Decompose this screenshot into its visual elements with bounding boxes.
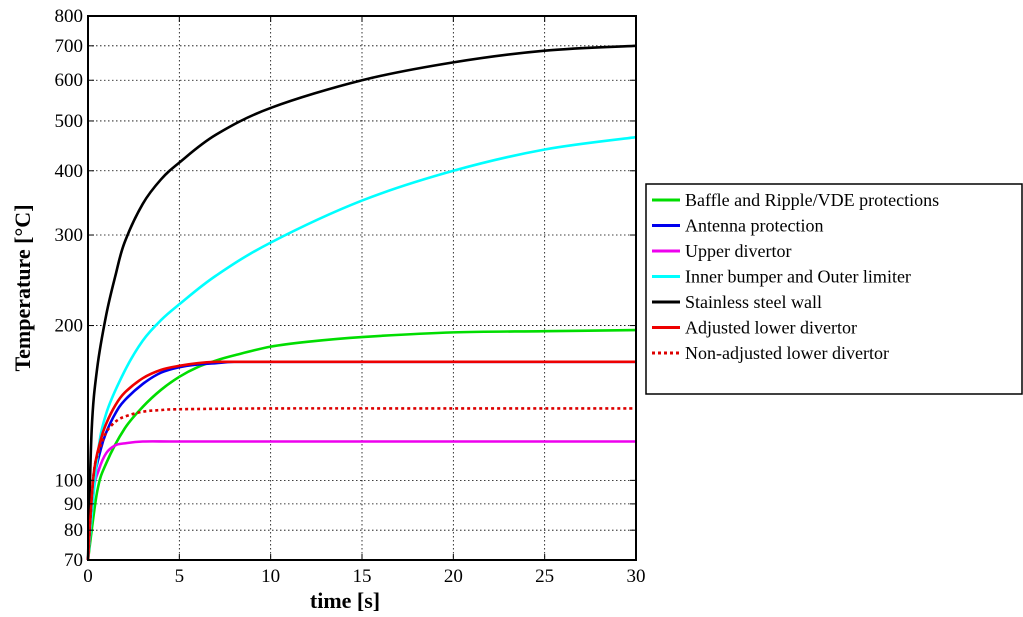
y-tick-label: 100 bbox=[55, 470, 84, 491]
x-tick-label: 10 bbox=[261, 566, 280, 587]
y-tick-label: 800 bbox=[55, 6, 84, 27]
y-tick-label: 400 bbox=[55, 161, 84, 182]
legend-items: Baffle and Ripple/VDE protections Antenna… bbox=[652, 190, 939, 363]
series-lines bbox=[86, 44, 637, 561]
legend-box bbox=[645, 183, 1023, 395]
series-line-6 bbox=[86, 407, 636, 561]
legend-label-0: Baffle and Ripple/VDE protections bbox=[685, 190, 939, 210]
legend: Baffle and Ripple/VDE protections Antenna… bbox=[645, 183, 1023, 395]
y-tick-label: 90 bbox=[64, 494, 83, 515]
y-tick-label: 80 bbox=[64, 520, 83, 541]
x-tick-label: 25 bbox=[535, 566, 554, 587]
series-line-5 bbox=[86, 360, 636, 561]
legend-label-2: Upper divertor bbox=[685, 241, 791, 261]
y-tick-label: 70 bbox=[64, 550, 83, 571]
y-tick-label: 600 bbox=[55, 70, 84, 91]
y-tick-label: 300 bbox=[55, 225, 84, 246]
x-tick-label: 5 bbox=[175, 566, 185, 587]
x-tick-label: 30 bbox=[627, 566, 646, 587]
y-tick-label: 700 bbox=[55, 36, 84, 57]
y-tick-label: 500 bbox=[55, 111, 84, 132]
y-tick-labels: 70 80 90 100 200 300 400 500 600 700 800 bbox=[55, 6, 84, 571]
legend-label-5: Adjusted lower divertor bbox=[685, 318, 857, 338]
x-tick-labels: 0 5 10 15 20 25 30 bbox=[83, 566, 645, 587]
legend-label-1: Antenna protection bbox=[685, 216, 823, 236]
series-line-4 bbox=[86, 44, 637, 561]
legend-label-6: Non-adjusted lower divertor bbox=[685, 343, 889, 363]
y-tick-label: 200 bbox=[55, 316, 84, 337]
y-axis-title: Temperature [°C] bbox=[10, 204, 35, 371]
x-axis-title: time [s] bbox=[310, 588, 380, 613]
ticks bbox=[87, 15, 637, 561]
series-line-2 bbox=[86, 440, 636, 561]
x-tick-label: 15 bbox=[353, 566, 372, 587]
x-tick-label: 20 bbox=[444, 566, 463, 587]
legend-label-3: Inner bumper and Outer limiter bbox=[685, 267, 911, 287]
series-line-3 bbox=[86, 135, 637, 561]
x-tick-label: 0 bbox=[83, 566, 93, 587]
legend-label-4: Stainless steel wall bbox=[685, 292, 822, 312]
